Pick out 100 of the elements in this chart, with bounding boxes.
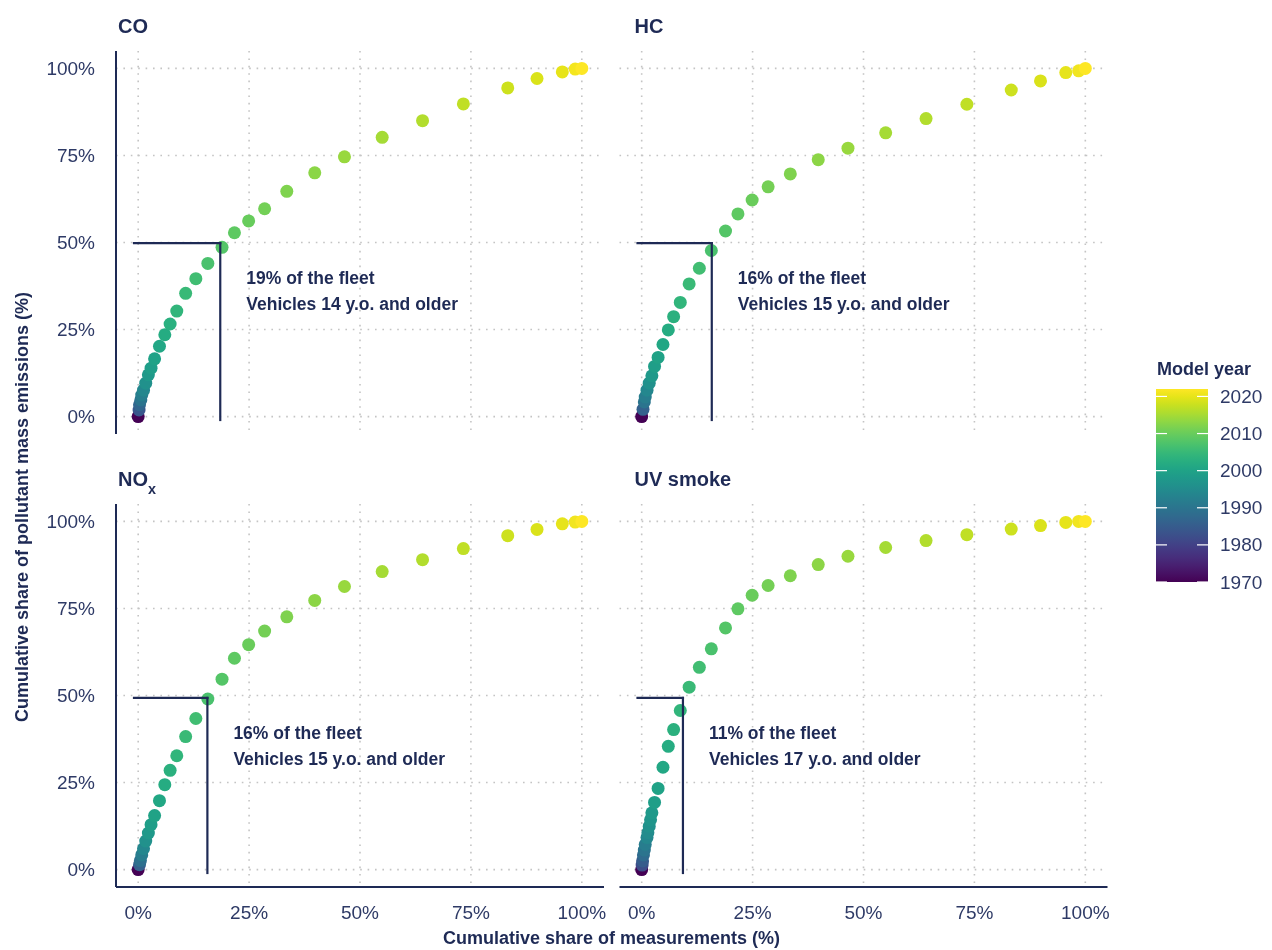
color-bar-label: 1980: [1220, 534, 1263, 556]
point: [919, 534, 933, 548]
annotation: Vehicles 15 y.o. and older: [737, 294, 950, 315]
point: [761, 180, 775, 194]
point: [731, 602, 745, 616]
point: [152, 339, 166, 353]
point: [280, 610, 294, 624]
point: [501, 529, 515, 543]
point: [651, 350, 665, 364]
chart-title: HC: [634, 15, 664, 37]
point: [1078, 61, 1092, 75]
point: [148, 809, 162, 823]
point: [280, 184, 294, 198]
x-tick-label: 50%: [340, 901, 380, 923]
x-tick-label: 100%: [557, 901, 607, 923]
point: [651, 781, 665, 795]
point: [1059, 515, 1073, 529]
point: [656, 760, 670, 774]
point: [337, 580, 351, 594]
color-bar-label: 1990: [1220, 497, 1263, 519]
y-tick-label: 100%: [46, 57, 96, 79]
point: [530, 522, 544, 536]
point: [308, 593, 322, 607]
annotation: Vehicles 17 y.o. and older: [708, 748, 921, 769]
point: [170, 304, 184, 318]
point: [375, 565, 389, 579]
annotation: 11% of the fleet: [708, 722, 837, 743]
point: [811, 153, 825, 167]
point: [555, 65, 569, 79]
y-tick-label: 50%: [56, 685, 96, 706]
point: [745, 193, 759, 207]
point: [682, 277, 696, 291]
point: [731, 207, 745, 221]
y-tick-label: 75%: [56, 597, 96, 619]
point: [189, 272, 203, 286]
point: [667, 310, 681, 324]
point: [661, 739, 675, 753]
color-bar-title: Model year: [1157, 359, 1252, 379]
point: [337, 150, 351, 164]
annotation: Vehicles 14 y.o. and older: [246, 294, 459, 315]
point: [456, 542, 470, 556]
point: [745, 588, 759, 602]
chart-title: NO$_{x}$: [118, 468, 157, 497]
point: [201, 256, 215, 270]
point: [152, 794, 166, 808]
annotation: 16% of the fleet: [737, 268, 867, 289]
point: [163, 763, 177, 777]
point: [575, 61, 589, 75]
point: [692, 261, 706, 275]
point: [170, 749, 184, 763]
point: [960, 97, 974, 111]
point: [148, 352, 162, 366]
point: [1004, 83, 1018, 97]
chart-title: UV smoke: [634, 468, 732, 490]
point: [682, 680, 696, 694]
x-tick-label: 100%: [1061, 901, 1110, 923]
chart-title: CO: [118, 15, 148, 37]
point: [667, 723, 681, 737]
point: [501, 81, 515, 95]
point: [783, 569, 797, 583]
point: [656, 338, 670, 352]
point: [158, 328, 172, 342]
point: [215, 672, 229, 686]
point: [1078, 514, 1092, 528]
point: [416, 553, 430, 567]
point: [530, 72, 544, 86]
point: [960, 528, 974, 542]
x-tick-label: 0%: [627, 901, 656, 923]
point: [879, 541, 893, 555]
annotation: 16% of the fleet: [233, 722, 362, 743]
annotation: Vehicles 15 y.o. and older: [233, 748, 446, 769]
y-tick-label: 25%: [56, 319, 96, 341]
point: [761, 578, 775, 592]
point: [456, 97, 470, 111]
point: [163, 317, 177, 331]
point: [719, 621, 733, 635]
x-tick-label: 50%: [844, 901, 883, 923]
point: [258, 202, 272, 216]
point: [1034, 519, 1048, 533]
color-bar-label: 2000: [1220, 460, 1263, 482]
point: [375, 130, 389, 144]
x-tick-label: 25%: [230, 901, 269, 923]
point: [227, 651, 241, 665]
point: [692, 660, 706, 674]
point: [227, 226, 241, 240]
point: [648, 795, 662, 809]
point: [189, 711, 203, 725]
annotation: 19% of the fleet: [246, 268, 375, 289]
y-tick-label: 0%: [67, 859, 96, 881]
color-bar-label: 1970: [1220, 571, 1263, 593]
x-tick-label: 75%: [955, 901, 994, 923]
point: [416, 114, 430, 128]
point: [242, 638, 256, 652]
point: [811, 558, 825, 572]
point: [179, 730, 193, 744]
point: [555, 517, 569, 531]
point: [1059, 66, 1073, 80]
point: [841, 141, 855, 155]
color-bar-label: 2020: [1220, 385, 1263, 407]
point: [841, 549, 855, 563]
